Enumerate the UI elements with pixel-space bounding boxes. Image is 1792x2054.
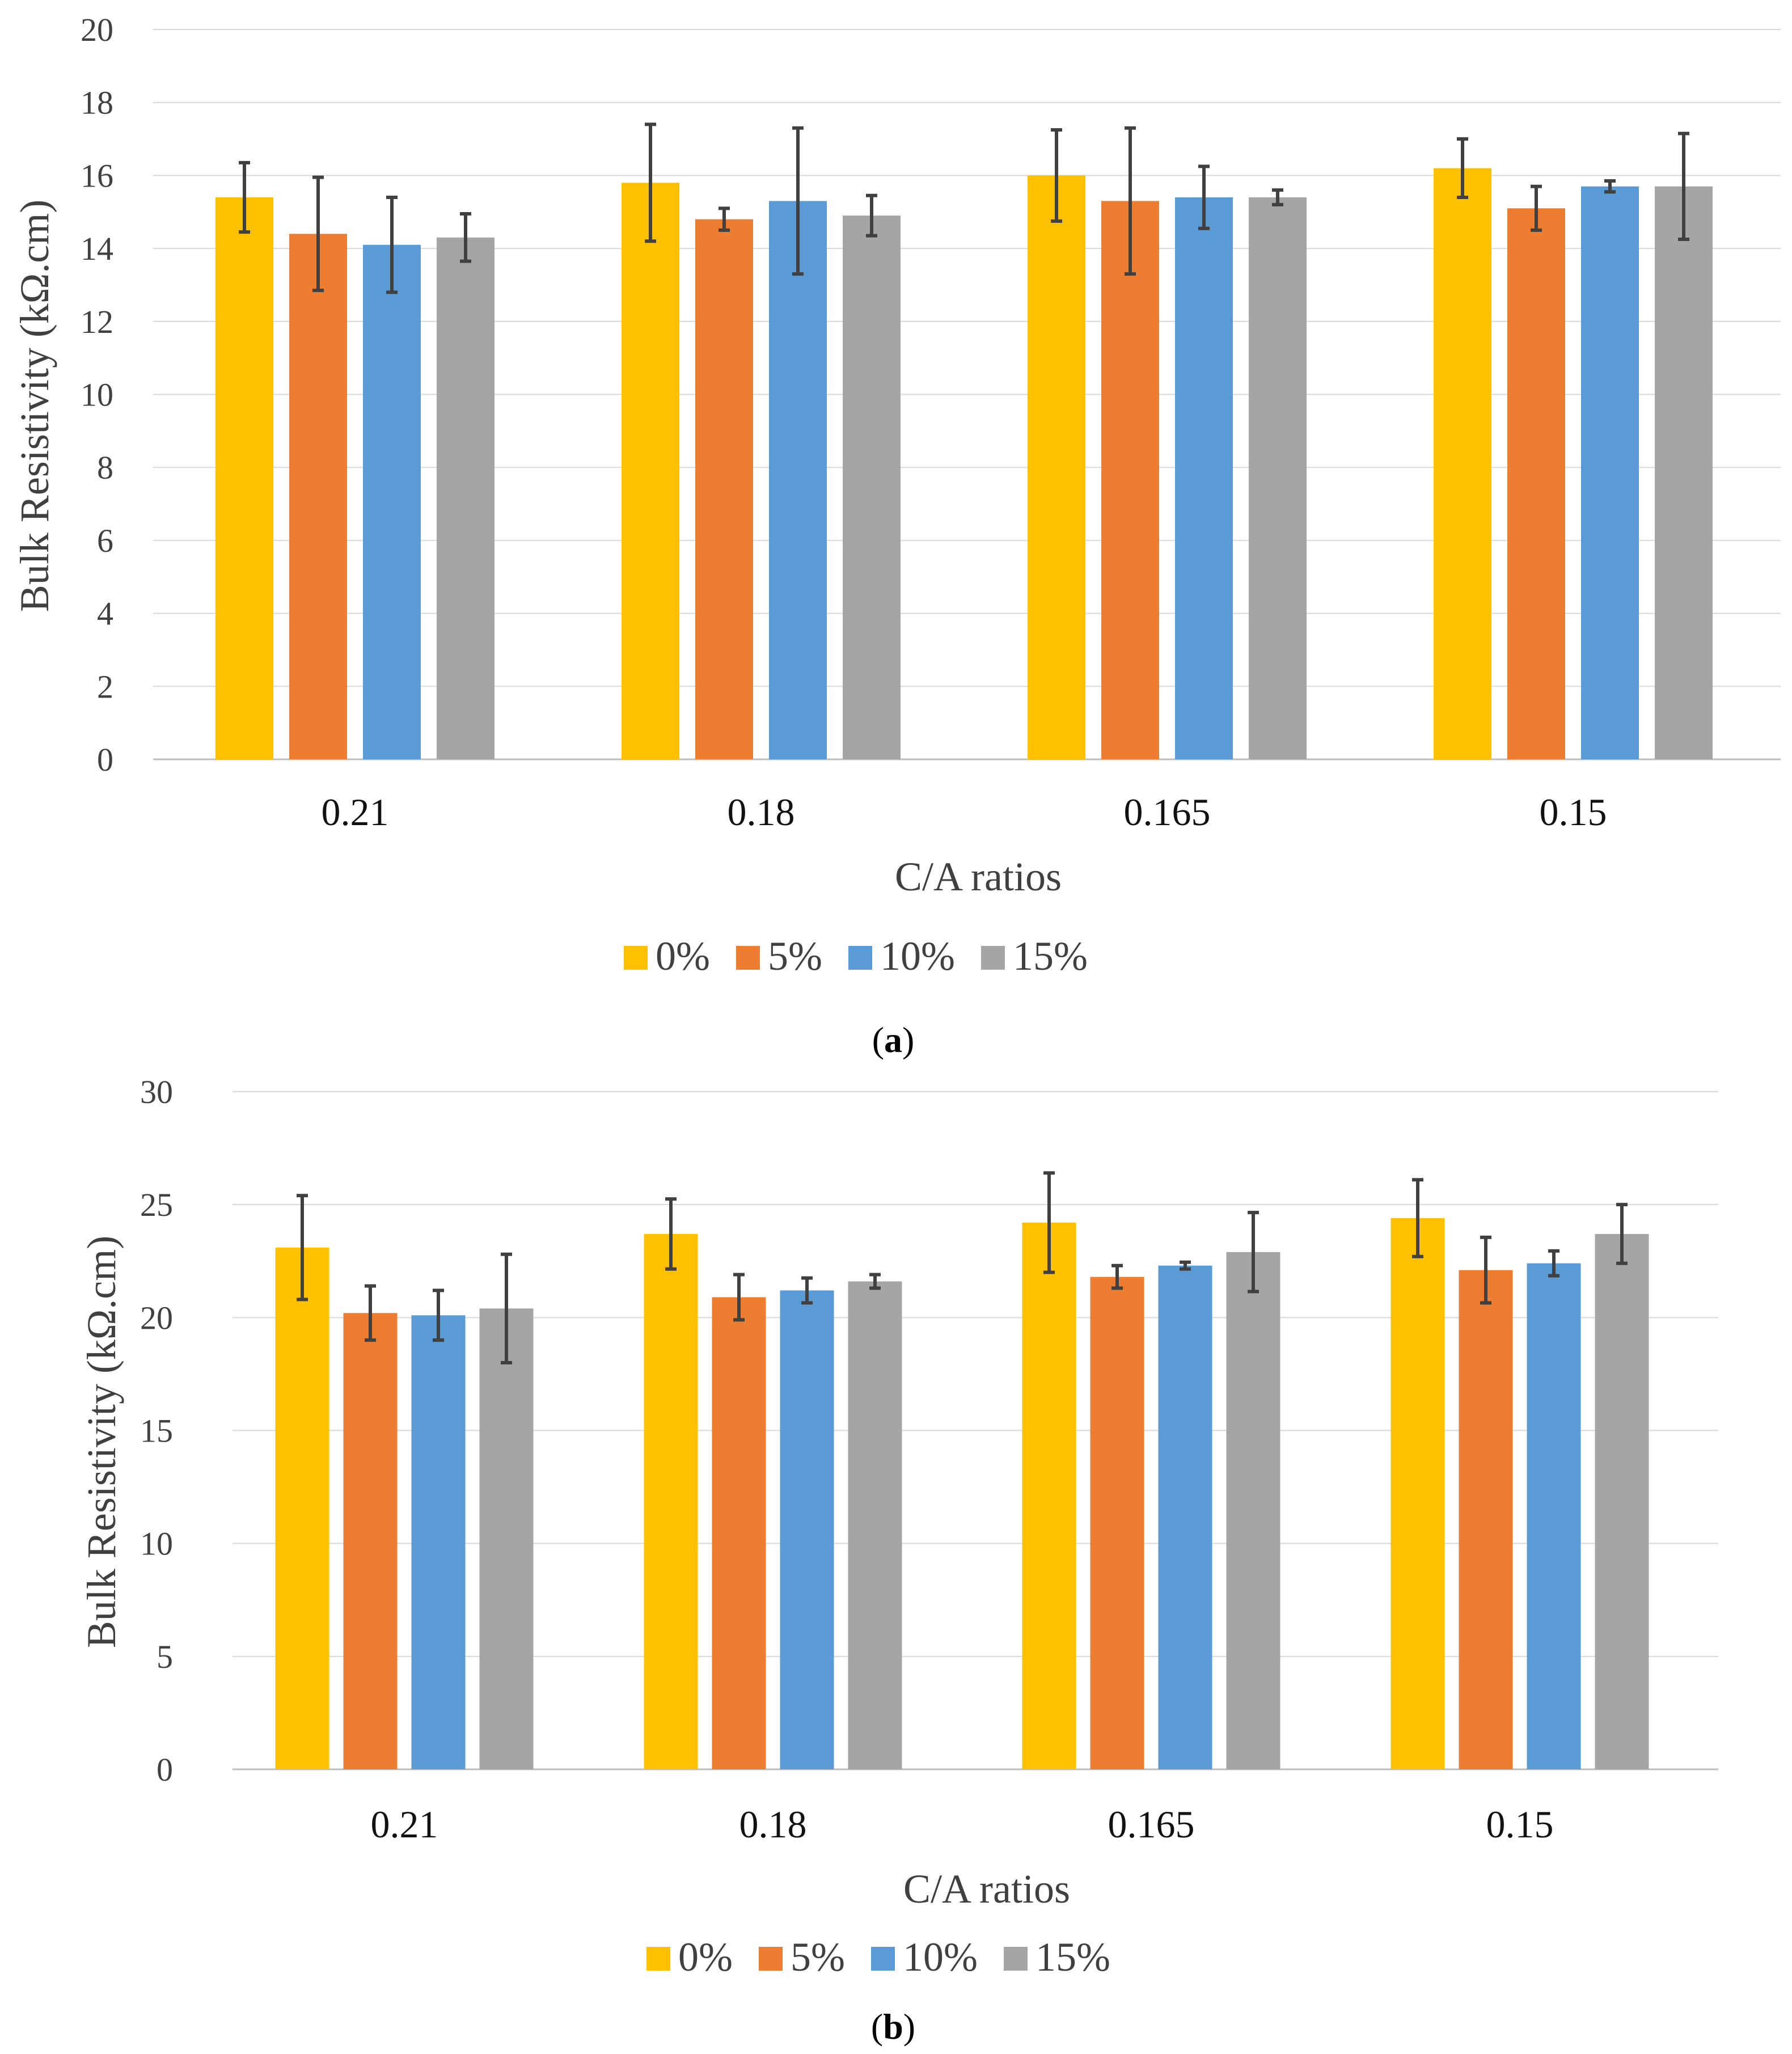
bar — [712, 1297, 766, 1769]
bar — [1527, 1263, 1581, 1769]
y-tick-label: 4 — [97, 595, 113, 632]
legend-label: 0% — [678, 1934, 733, 1980]
x-tick-label: 0.18 — [728, 791, 795, 834]
bar — [1459, 1270, 1513, 1769]
legend-label: 15% — [1013, 933, 1088, 979]
y-tick-label: 8 — [97, 449, 113, 486]
bar — [1391, 1218, 1445, 1769]
y-tick-label: 0 — [97, 741, 113, 778]
y-tick-label: 20 — [140, 1299, 173, 1336]
x-tick-label: 0.15 — [1486, 1803, 1554, 1846]
bar — [1249, 197, 1307, 759]
bar — [695, 219, 753, 759]
y-tick-label: 25 — [140, 1186, 173, 1223]
chart-b: 0 5 10 15 20 25 30 0.21 0.18 0.165 0.15 C/A ratios B… — [79, 1074, 1718, 2047]
legend-label: 15% — [1036, 1934, 1110, 1980]
x-axis-title: C/A ratios — [903, 1866, 1070, 1912]
legend-label: 10% — [903, 1934, 978, 1980]
legend-swatch — [759, 1947, 783, 1971]
y-tick-label: 14 — [81, 230, 113, 267]
legend-label: 5% — [768, 933, 822, 979]
y-tick-label: 10 — [140, 1525, 173, 1562]
x-tick-label: 0.21 — [371, 1803, 438, 1846]
bar — [1175, 197, 1233, 759]
y-tick-label: 10 — [81, 377, 113, 413]
y-tick-label: 15 — [140, 1413, 173, 1449]
bar — [1158, 1265, 1212, 1769]
bar — [1101, 201, 1159, 759]
legend-label: 5% — [791, 1934, 845, 1980]
bar — [1595, 1233, 1649, 1769]
bar — [769, 201, 827, 759]
bar — [1022, 1223, 1076, 1769]
y-tick-label: 20 — [81, 11, 113, 48]
legend-swatch — [736, 946, 760, 970]
y-axis-title: Bulk Resistivity (kΩ.cm) — [12, 200, 57, 612]
panel-label: (b) — [871, 2006, 915, 2047]
legend-label: 0% — [656, 933, 710, 979]
y-axis-title: Bulk Resistivity (kΩ.cm) — [79, 1236, 124, 1649]
y-tick-label: 18 — [81, 84, 113, 121]
legend-swatch — [624, 946, 648, 970]
bar — [644, 1233, 698, 1769]
bar — [289, 234, 347, 759]
y-tick-label: 30 — [140, 1074, 173, 1110]
x-tick-label: 0.165 — [1108, 1803, 1195, 1846]
bar — [363, 244, 421, 759]
bar — [1028, 175, 1085, 759]
bar — [1434, 168, 1491, 759]
y-tick-label: 12 — [81, 303, 113, 340]
y-tick-label: 16 — [81, 157, 113, 194]
bar — [1507, 208, 1565, 759]
legend-swatch — [871, 1947, 895, 1971]
chart-a: 0 2 4 6 8 10 12 14 16 18 20 0.21 0.18 0.165 0.15 C/A ra… — [12, 11, 1781, 1060]
bar — [780, 1290, 834, 1769]
y-tick-label: 6 — [97, 522, 113, 559]
bar — [411, 1315, 466, 1769]
bar — [1655, 186, 1713, 760]
bar — [622, 183, 679, 759]
bar — [275, 1247, 329, 1769]
y-tick-label: 2 — [97, 668, 113, 705]
x-tick-label: 0.18 — [739, 1803, 807, 1846]
bar — [843, 215, 901, 759]
bar — [479, 1308, 534, 1769]
x-tick-label: 0.21 — [322, 791, 389, 834]
legend-swatch — [981, 946, 1005, 970]
bar — [1226, 1252, 1280, 1769]
bar — [343, 1313, 398, 1769]
y-tick-label: 5 — [157, 1638, 173, 1675]
panel-label: (a) — [872, 1020, 915, 1060]
bar — [1581, 186, 1639, 760]
bar — [848, 1281, 902, 1769]
x-tick-label: 0.15 — [1540, 791, 1607, 834]
x-tick-label: 0.165 — [1124, 791, 1211, 834]
bar — [215, 197, 273, 759]
legend-swatch — [1004, 1947, 1028, 1971]
bar — [1090, 1277, 1144, 1769]
y-tick-label: 0 — [157, 1751, 173, 1788]
legend-swatch — [646, 1947, 670, 1971]
legend-swatch — [848, 946, 872, 970]
legend-label: 10% — [880, 933, 955, 979]
bar — [437, 237, 495, 759]
x-axis-title: C/A ratios — [895, 854, 1062, 899]
